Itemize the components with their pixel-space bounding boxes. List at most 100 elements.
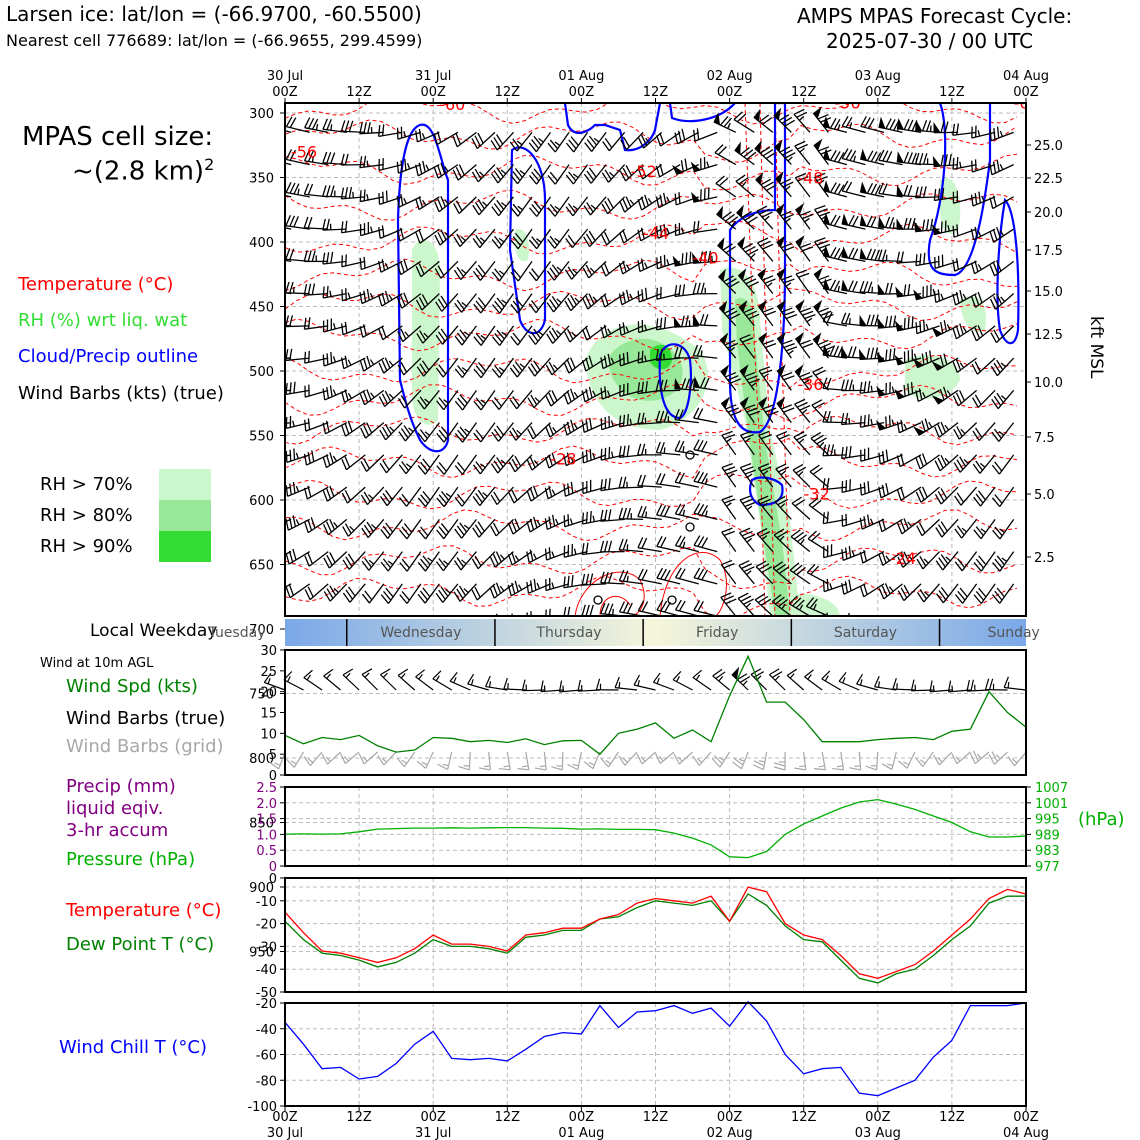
wind-barb-feather [507, 584, 512, 597]
wind-barb-staff [525, 751, 530, 770]
wind-barb-feather [790, 529, 801, 538]
wind-barb-feather [902, 654, 908, 663]
temperature-contour [759, 103, 776, 616]
wind-barb-feather [303, 183, 310, 195]
wind-barb-feather [417, 593, 426, 604]
wind-barb-feather [463, 839, 465, 845]
wind-barb-feather [717, 146, 727, 156]
wind-barb-feather [886, 716, 893, 725]
wind-barb-staff [582, 647, 606, 649]
wind-barb-staff [735, 698, 754, 713]
wind-barb-staff [449, 680, 471, 691]
wind-barb-feather [587, 859, 593, 869]
wind-barb-feather [781, 116, 793, 124]
wind-barb-feather [287, 676, 291, 682]
wind-barb-feather [833, 280, 841, 292]
wind-barb-feather [415, 130, 419, 143]
wind-barb-staff [461, 486, 477, 507]
wind-barb-feather [724, 498, 736, 504]
wind-barb-staff [941, 518, 959, 538]
wind-barb-feather [919, 589, 927, 600]
wind-barb-feather [881, 885, 888, 894]
wind-barb-feather [755, 560, 767, 568]
wind-barb-feather [421, 761, 428, 766]
wind-barb-feather [655, 441, 661, 453]
wind-barb-feather [637, 290, 640, 303]
pressure-tick-label: 750 [249, 688, 274, 703]
wind-barb-feather [293, 183, 300, 195]
wind-barb-feather [993, 428, 1002, 439]
wind-barb-feather [344, 355, 348, 368]
pressure-tick-label: 300 [249, 107, 274, 122]
wind-barb-feather [569, 357, 576, 369]
wind-barb-feather [401, 461, 410, 471]
wind-barb-feather [848, 612, 851, 616]
wind-barb-feather [907, 883, 912, 887]
wind-speed-label: Wind Spd (kts) [66, 676, 198, 697]
wind-barb-feather [829, 214, 837, 226]
wind-barb-feather [845, 116, 853, 128]
wind-barb-staff [944, 648, 958, 668]
wind-barb-feather [370, 392, 375, 398]
wind-barb-feather [290, 718, 296, 728]
wind-barb-feather [510, 271, 519, 282]
wind-barb-staff [479, 454, 496, 475]
wind-barb-feather [642, 795, 647, 805]
wind-barb-staff [656, 806, 680, 810]
wind-barb-feather [675, 932, 676, 943]
wind-barb-feather [746, 375, 758, 381]
temperature-contour [285, 509, 1018, 542]
wind-barb-feather [940, 293, 944, 300]
wind-barb-feather [328, 881, 335, 890]
wind-barb-staff [675, 708, 699, 713]
wind-barb-feather [781, 307, 793, 313]
wind-barb-feather [849, 813, 856, 822]
wind-barb-feather [866, 514, 871, 526]
wind-barb-feather [841, 115, 849, 127]
wind-barb-feather [962, 293, 967, 300]
wind-barb-feather [307, 948, 314, 957]
wind-barb-staff [848, 745, 865, 762]
wind-barb-feather [742, 466, 754, 472]
top-hour-label: 00Z [717, 85, 743, 100]
wind-barb-feather [884, 785, 891, 794]
wind-barb-feather [416, 904, 417, 915]
wind-barb-feather [512, 830, 516, 841]
wind-barb-feather [423, 901, 424, 912]
wind-barb-staff [889, 842, 903, 862]
wind-barb-feather [684, 158, 688, 171]
temperature-contour [285, 383, 1018, 422]
wind-barb-feather [539, 765, 546, 768]
cloud-outline [563, 103, 662, 152]
wind-barb-feather [408, 813, 412, 818]
wind-barb-feather [304, 521, 309, 533]
wind-barb-feather [937, 424, 943, 436]
wind-barb-feather [975, 427, 983, 438]
wind-barb-feather [826, 982, 833, 991]
wind-barb-feather [454, 302, 463, 313]
wind-barb-staff [878, 259, 903, 262]
wind-barb-feather [896, 251, 900, 264]
wind-barb-feather [396, 757, 405, 768]
wind-barb-staff [488, 751, 491, 770]
wind-barb-feather [694, 969, 695, 980]
wind-barb-feather [474, 555, 482, 567]
wind-barb-feather [346, 656, 353, 665]
wind-barb-flag [674, 377, 682, 390]
wind-barb-feather [693, 129, 696, 142]
wind-barb-feather [406, 689, 411, 693]
wind-barb-feather [415, 164, 419, 176]
wind-barb-feather [475, 711, 477, 722]
wind-barb-feather [381, 757, 387, 763]
wind-barb-feather [674, 193, 677, 205]
wind-barb-feather [781, 603, 786, 610]
wind-barb-staff [490, 810, 514, 813]
wind-barb-feather [325, 487, 332, 500]
wind-barb-staff [397, 674, 416, 691]
wind-barb-staff [361, 674, 379, 691]
wind-barb-feather [601, 203, 609, 215]
bottom-hour-label: 12Z [939, 1110, 965, 1125]
wind-barb-feather [956, 492, 965, 503]
wind-barb-feather [535, 703, 537, 714]
wind-barb-feather [346, 880, 352, 890]
